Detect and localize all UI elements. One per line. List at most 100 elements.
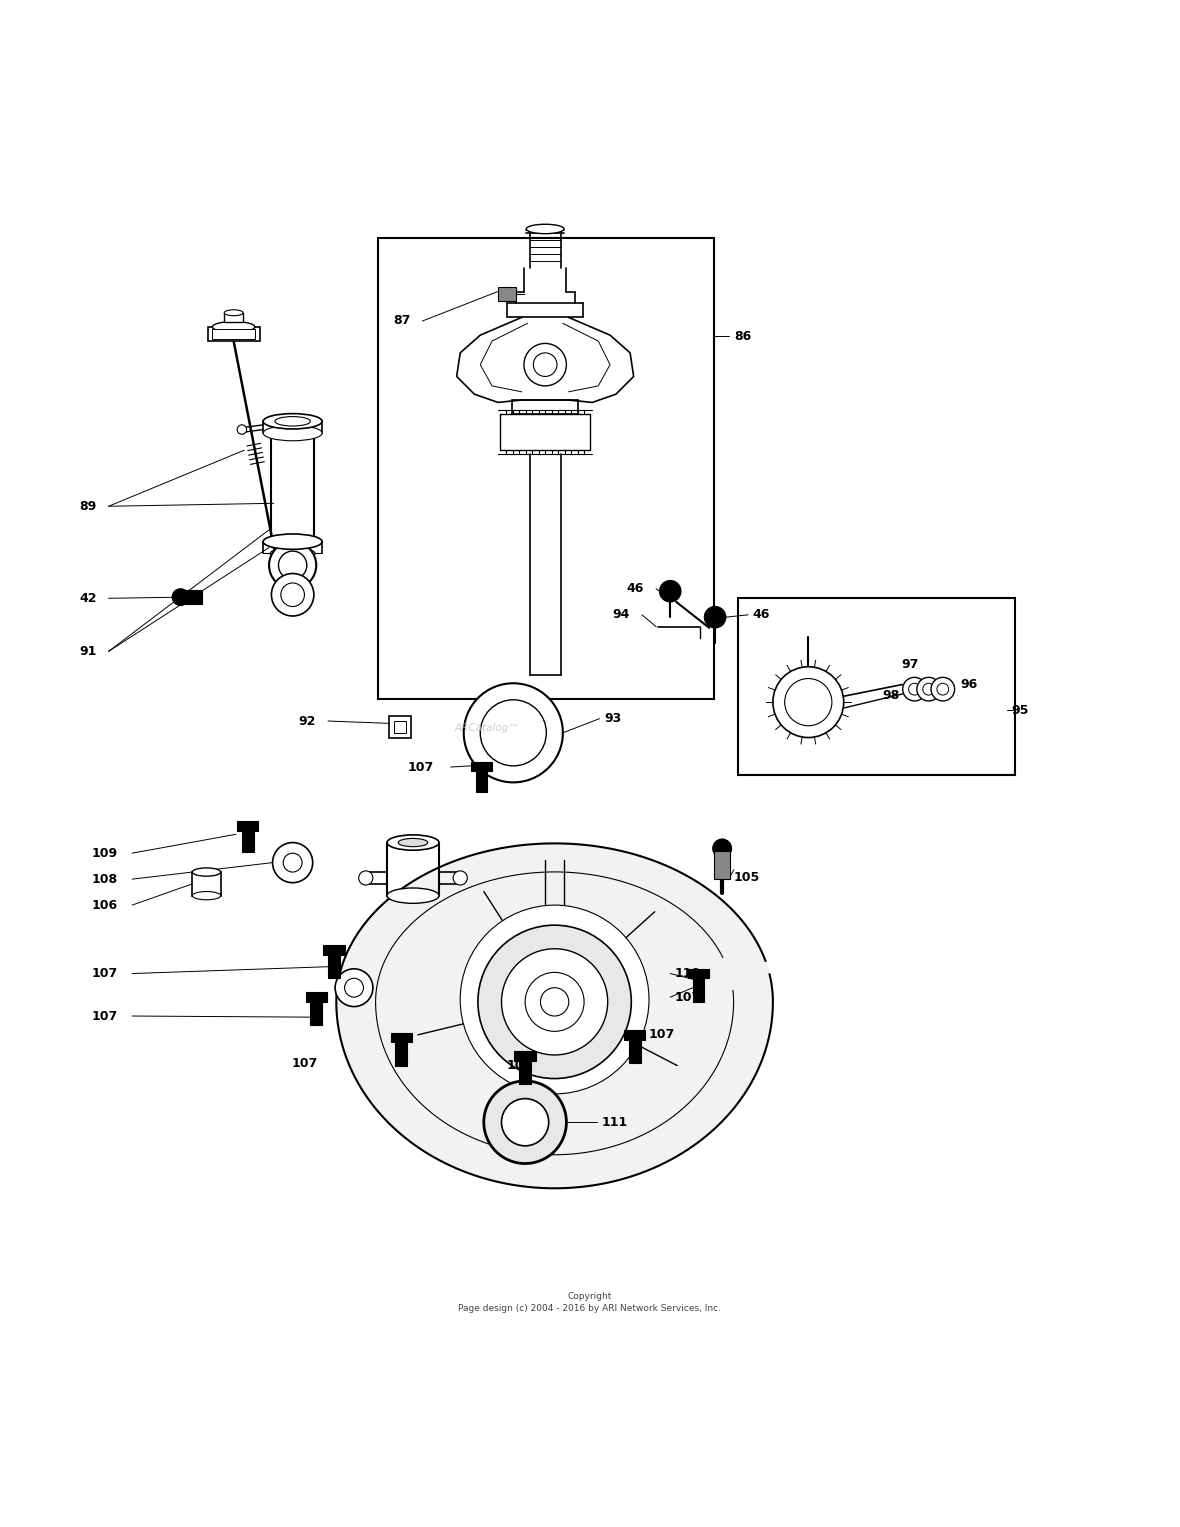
Bar: [224, 313, 243, 322]
Ellipse shape: [192, 867, 221, 876]
Circle shape: [172, 589, 189, 605]
Circle shape: [937, 683, 949, 695]
Bar: [237, 822, 258, 831]
Ellipse shape: [275, 417, 310, 426]
Circle shape: [359, 870, 373, 886]
Text: Page design (c) 2004 - 2016 by ARI Network Services, Inc.: Page design (c) 2004 - 2016 by ARI Netwo…: [459, 1304, 721, 1313]
Text: 86: 86: [734, 330, 752, 344]
Ellipse shape: [263, 426, 322, 441]
Circle shape: [909, 683, 920, 695]
Bar: [738, 599, 1015, 776]
Bar: [394, 721, 406, 733]
Bar: [471, 762, 492, 771]
Circle shape: [271, 574, 314, 615]
Text: 42: 42: [79, 592, 97, 605]
Bar: [688, 968, 709, 979]
Text: 107: 107: [291, 1057, 317, 1070]
Ellipse shape: [192, 892, 221, 899]
Bar: [183, 589, 202, 605]
Text: 106: 106: [92, 898, 118, 912]
Circle shape: [502, 1098, 549, 1145]
Bar: [498, 287, 516, 301]
Text: 107: 107: [408, 760, 434, 774]
Bar: [389, 716, 411, 738]
Circle shape: [283, 854, 302, 872]
Circle shape: [540, 988, 569, 1015]
Text: 107: 107: [675, 991, 701, 1003]
Bar: [328, 953, 340, 979]
Circle shape: [713, 838, 732, 858]
Text: 87: 87: [393, 315, 411, 327]
Ellipse shape: [387, 889, 439, 904]
Circle shape: [502, 948, 608, 1055]
Circle shape: [785, 678, 832, 725]
Circle shape: [453, 870, 467, 886]
Bar: [519, 1058, 531, 1084]
Bar: [693, 976, 704, 1002]
Text: 92: 92: [299, 715, 316, 727]
Text: 94: 94: [612, 608, 630, 621]
Text: 108: 108: [92, 872, 118, 886]
Text: 111: 111: [602, 1116, 628, 1128]
Ellipse shape: [398, 838, 427, 846]
Bar: [306, 993, 327, 1002]
Polygon shape: [336, 843, 773, 1188]
Text: 107: 107: [506, 1060, 532, 1072]
Circle shape: [335, 968, 373, 1006]
Ellipse shape: [263, 414, 322, 429]
Bar: [323, 945, 345, 954]
Text: 95: 95: [1011, 704, 1029, 716]
Text: 110: 110: [675, 967, 701, 980]
Circle shape: [273, 843, 313, 883]
Text: 91: 91: [79, 644, 97, 658]
Ellipse shape: [224, 310, 243, 316]
Ellipse shape: [212, 322, 255, 333]
Circle shape: [464, 683, 563, 782]
Ellipse shape: [270, 548, 315, 559]
Bar: [310, 1000, 322, 1026]
Ellipse shape: [526, 224, 564, 234]
Circle shape: [923, 683, 935, 695]
Text: 107: 107: [92, 1009, 118, 1023]
Circle shape: [237, 425, 247, 434]
Text: 107: 107: [649, 1028, 675, 1041]
Text: 105: 105: [734, 872, 760, 884]
Circle shape: [533, 353, 557, 377]
Text: 46: 46: [627, 582, 644, 596]
Bar: [378, 238, 714, 698]
Ellipse shape: [387, 835, 439, 851]
Bar: [514, 1052, 536, 1061]
Bar: [208, 327, 260, 341]
Circle shape: [269, 542, 316, 589]
Circle shape: [660, 580, 681, 602]
Bar: [624, 1031, 645, 1040]
Text: 46: 46: [753, 608, 771, 621]
Circle shape: [917, 678, 940, 701]
Circle shape: [525, 973, 584, 1031]
Bar: [212, 330, 255, 339]
Bar: [395, 1040, 407, 1066]
Circle shape: [460, 906, 649, 1093]
Text: 107: 107: [92, 967, 118, 980]
Circle shape: [484, 1081, 566, 1164]
Circle shape: [931, 678, 955, 701]
Circle shape: [773, 667, 844, 738]
Text: 96: 96: [961, 678, 978, 690]
Bar: [714, 851, 730, 880]
Circle shape: [903, 678, 926, 701]
Bar: [629, 1037, 641, 1063]
Text: 97: 97: [902, 658, 919, 670]
Circle shape: [524, 344, 566, 386]
Bar: [391, 1032, 412, 1041]
Circle shape: [278, 551, 307, 579]
Circle shape: [345, 979, 363, 997]
Ellipse shape: [263, 534, 322, 550]
Text: ARCatalog™: ARCatalog™: [454, 724, 519, 733]
Text: 93: 93: [604, 712, 622, 725]
Text: 109: 109: [92, 846, 118, 860]
Circle shape: [478, 925, 631, 1078]
Circle shape: [704, 606, 726, 628]
Circle shape: [281, 583, 304, 606]
Bar: [476, 771, 487, 793]
Text: 89: 89: [79, 499, 97, 513]
